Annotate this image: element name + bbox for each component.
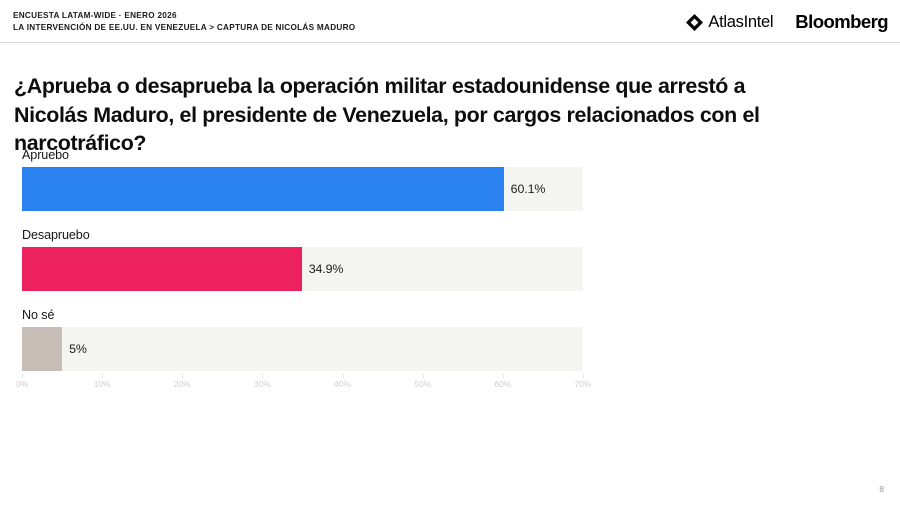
bar-category-label: Desapruebo	[22, 228, 90, 242]
axis-tick-mark	[262, 374, 264, 378]
bar-value-label: 60.1%	[510, 182, 546, 196]
bar-category-label: No sé	[22, 308, 55, 322]
bar-chart: Apruebo 60.1% Desapruebo 34.9% No sé 5%	[0, 148, 900, 404]
axis-tick-label: 20%	[173, 379, 191, 389]
breadcrumb-line-topic: LA INTERVENCIÓN DE EE.UU. EN VENEZUELA >…	[13, 23, 356, 33]
axis-tick-label: 30%	[254, 379, 271, 389]
bar-fill	[22, 327, 63, 371]
bar-group: Apruebo 60.1%	[22, 148, 583, 211]
axis-tick-mark	[182, 374, 184, 378]
bar-fill	[22, 167, 504, 211]
axis-tick-label: 0%	[15, 379, 29, 389]
breadcrumb: ENCUESTA LATAM-WIDE · ENERO 2026 LA INTE…	[13, 10, 355, 34]
axis-tick-mark	[422, 374, 424, 378]
axis-tick-label: 40%	[334, 379, 351, 389]
bar-value-label: 5%	[69, 342, 87, 356]
bar-group: No sé 5%	[22, 308, 583, 371]
axis-tick-mark	[102, 374, 104, 378]
bar-group: Desapruebo 34.9%	[22, 228, 583, 291]
axis-tick-mark	[502, 374, 504, 378]
bar-track: 60.1%	[22, 167, 583, 211]
axis-tick-label: 70%	[574, 379, 592, 389]
logo-group: AtlasIntel Bloomberg	[686, 11, 889, 33]
axis-tick-mark	[583, 374, 584, 378]
axis-tick-label: 10%	[93, 379, 111, 389]
atlasintel-diamond-icon	[686, 13, 704, 31]
bar-category-label: Apruebo	[22, 148, 69, 162]
bar-fill	[22, 247, 302, 291]
axis-tick-mark	[342, 374, 344, 378]
page-header: ENCUESTA LATAM-WIDE · ENERO 2026 LA INTE…	[0, 0, 900, 43]
breadcrumb-line-survey: ENCUESTA LATAM-WIDE · ENERO 2026	[13, 11, 177, 20]
axis-tick-label: 50%	[414, 379, 432, 389]
bar-track: 5%	[22, 327, 583, 371]
page-title: ¿Aprueba o desaprueba la operación milit…	[14, 74, 760, 156]
bar-value-label: 34.9%	[308, 262, 344, 276]
bloomberg-wordmark: Bloomberg	[795, 11, 888, 32]
x-axis: 0% 10% 20% 30% 40% 50% 60% 70%	[16, 374, 591, 401]
axis-tick-mark	[22, 374, 23, 378]
page-number: 8	[879, 484, 884, 494]
bar-track: 34.9%	[22, 247, 583, 291]
atlasintel-wordmark: AtlasIntel	[708, 12, 774, 31]
atlasintel-logo: AtlasIntel	[686, 12, 774, 32]
axis-tick-label: 60%	[494, 379, 512, 389]
header-divider	[0, 42, 900, 43]
